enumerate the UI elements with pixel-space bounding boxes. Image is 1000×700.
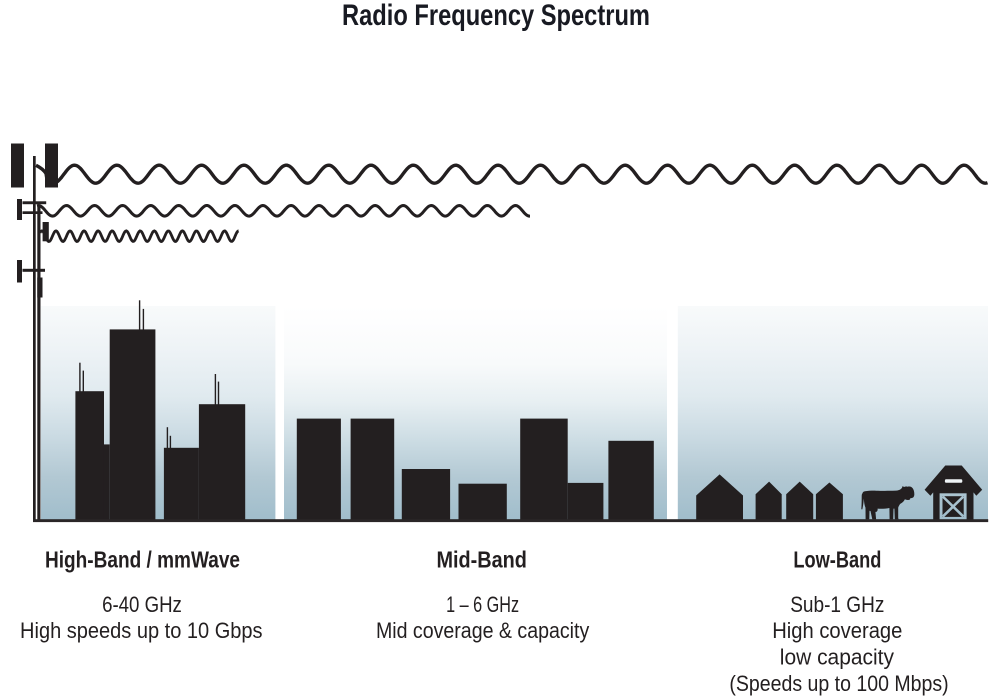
svg-text:High speeds up to 10 Gbps: High speeds up to 10 Gbps <box>20 618 263 643</box>
svg-text:Sub-1 GHz: Sub-1 GHz <box>790 592 884 617</box>
svg-text:Mid coverage & capacity: Mid coverage & capacity <box>376 618 589 643</box>
svg-text:Mid-Band: Mid-Band <box>437 547 527 573</box>
svg-text:1 – 6 GHz: 1 – 6 GHz <box>446 592 519 617</box>
svg-text:(Speeds up to 100 Mbps): (Speeds up to 100 Mbps) <box>729 671 948 696</box>
svg-text:High-Band / mmWave: High-Band / mmWave <box>45 547 240 573</box>
svg-text:Radio Frequency Spectrum: Radio Frequency Spectrum <box>342 0 650 32</box>
svg-text:High coverage: High coverage <box>772 618 902 643</box>
svg-text:Low-Band: Low-Band <box>793 547 881 573</box>
svg-text:low capacity: low capacity <box>780 645 894 670</box>
svg-text:6-40 GHz: 6-40 GHz <box>102 592 182 617</box>
